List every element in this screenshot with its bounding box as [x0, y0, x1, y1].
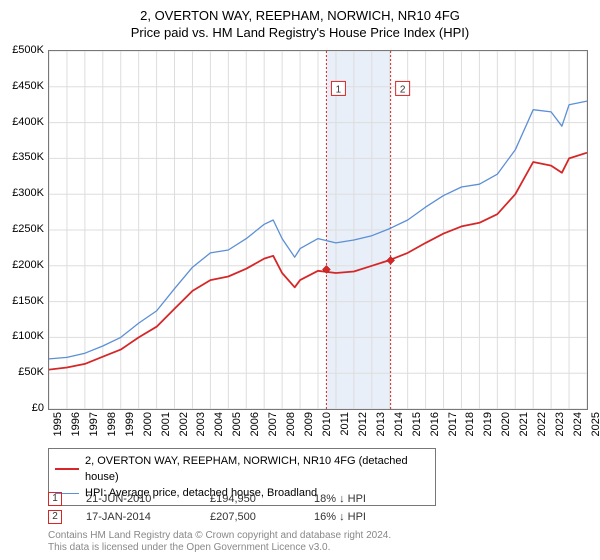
- xtick-label: 2012: [357, 412, 369, 436]
- xtick-label: 1995: [52, 412, 64, 436]
- sale-pct-2: 16% ↓ HPI: [314, 508, 414, 526]
- xtick-label: 2024: [572, 412, 584, 436]
- xtick-label: 2023: [554, 412, 566, 436]
- ytick-label: £0: [32, 402, 44, 414]
- ytick-label: £500K: [12, 44, 44, 56]
- xtick-label: 2021: [518, 412, 530, 436]
- ytick-label: £100K: [12, 330, 44, 342]
- xtick-label: 2010: [321, 412, 333, 436]
- sale-date-2: 17-JAN-2014: [86, 508, 186, 526]
- sales-table: 1 21-JUN-2010 £194,950 18% ↓ HPI 2 17-JA…: [48, 490, 414, 526]
- ytick-label: £250K: [12, 223, 44, 235]
- xtick-label: 1996: [70, 412, 82, 436]
- sales-row-2: 2 17-JAN-2014 £207,500 16% ↓ HPI: [48, 508, 414, 526]
- xtick-label: 2018: [464, 412, 476, 436]
- xtick-label: 2009: [303, 412, 315, 436]
- title-main: 2, OVERTON WAY, REEPHAM, NORWICH, NR10 4…: [0, 8, 600, 23]
- ytick-label: £450K: [12, 80, 44, 92]
- xtick-label: 2011: [339, 412, 351, 436]
- xtick-label: 2003: [195, 412, 207, 436]
- xtick-label: 2017: [447, 412, 459, 436]
- footer-note: Contains HM Land Registry data © Crown c…: [48, 530, 391, 554]
- title-sub: Price paid vs. HM Land Registry's House …: [0, 25, 600, 40]
- plot-area: 12: [48, 50, 588, 410]
- ytick-label: £400K: [12, 116, 44, 128]
- chart-container: 2, OVERTON WAY, REEPHAM, NORWICH, NR10 4…: [0, 0, 600, 560]
- xtick-label: 2014: [393, 412, 405, 436]
- plot-svg: 12: [49, 51, 587, 409]
- ytick-label: £50K: [18, 366, 44, 378]
- sale-price-2: £207,500: [210, 508, 290, 526]
- xtick-label: 2016: [429, 412, 441, 436]
- sales-row-1: 1 21-JUN-2010 £194,950 18% ↓ HPI: [48, 490, 414, 508]
- xtick-label: 2015: [411, 412, 423, 436]
- svg-text:2: 2: [400, 84, 406, 95]
- xtick-label: 2008: [285, 412, 297, 436]
- xtick-label: 1999: [124, 412, 136, 436]
- xtick-label: 2013: [375, 412, 387, 436]
- xtick-label: 2007: [267, 412, 279, 436]
- xtick-label: 2020: [500, 412, 512, 436]
- legend-label-property: 2, OVERTON WAY, REEPHAM, NORWICH, NR10 4…: [85, 453, 429, 485]
- sale-price-1: £194,950: [210, 490, 290, 508]
- xtick-label: 2022: [536, 412, 548, 436]
- xtick-label: 2025: [590, 412, 600, 436]
- sale-marker-1: 1: [48, 492, 62, 506]
- sale-marker-2: 2: [48, 510, 62, 524]
- legend-row-property: 2, OVERTON WAY, REEPHAM, NORWICH, NR10 4…: [55, 453, 429, 485]
- ytick-label: £200K: [12, 259, 44, 271]
- xtick-label: 1997: [88, 412, 100, 436]
- xtick-label: 2005: [231, 412, 243, 436]
- legend-swatch-property: [55, 468, 79, 470]
- title-block: 2, OVERTON WAY, REEPHAM, NORWICH, NR10 4…: [0, 0, 600, 40]
- xtick-label: 2002: [178, 412, 190, 436]
- svg-text:1: 1: [336, 84, 342, 95]
- xtick-label: 1998: [106, 412, 118, 436]
- xtick-label: 2019: [482, 412, 494, 436]
- sale-date-1: 21-JUN-2010: [86, 490, 186, 508]
- xtick-label: 2000: [142, 412, 154, 436]
- footer-line-1: Contains HM Land Registry data © Crown c…: [48, 530, 391, 542]
- xtick-label: 2001: [160, 412, 172, 436]
- ytick-label: £350K: [12, 151, 44, 163]
- footer-line-2: This data is licensed under the Open Gov…: [48, 542, 391, 554]
- sale-pct-1: 18% ↓ HPI: [314, 490, 414, 508]
- ytick-label: £300K: [12, 187, 44, 199]
- xtick-label: 2004: [213, 412, 225, 436]
- xtick-label: 2006: [249, 412, 261, 436]
- ytick-label: £150K: [12, 295, 44, 307]
